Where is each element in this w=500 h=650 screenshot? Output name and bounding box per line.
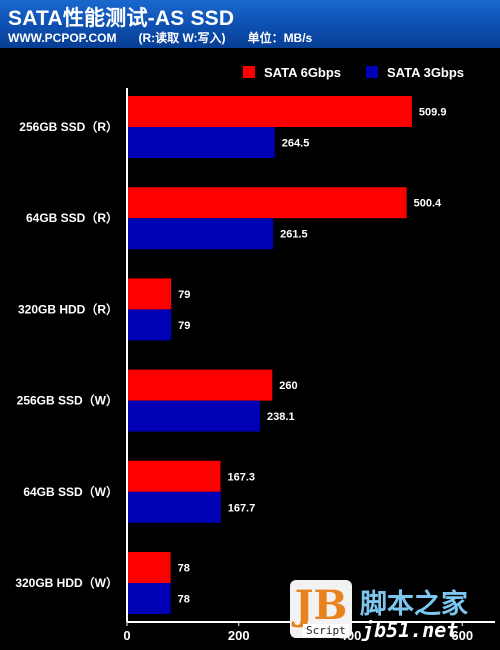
chart-header: SATA性能测试-AS SSD WWW.PCPOP.COM (R:读取 W:写入)…	[0, 0, 500, 48]
bar	[127, 460, 221, 492]
bars: 509.9 264.5 500.4 261.5 79 79 260 238.1 167.3 167…	[127, 96, 446, 614]
x-tick-label: 0	[123, 628, 130, 643]
bar-value-label: 509.9	[419, 107, 447, 119]
x-tick-label: 600	[451, 628, 473, 643]
bar	[127, 127, 275, 158]
bar-value-label: 79	[178, 320, 190, 332]
read-write-note: (R:读取 W:写入)	[138, 31, 226, 45]
watermark-script-label: Script	[303, 624, 349, 637]
category-label: 64GB SSD（R）	[26, 210, 118, 225]
bar-value-label: 264.5	[282, 138, 310, 150]
watermark: JB Script 脚本之家 jb51.net	[286, 578, 496, 644]
unit-label: 单位：MB/s	[247, 31, 313, 45]
legend-swatch	[243, 66, 255, 78]
category-label: 64GB SSD（W）	[23, 484, 118, 499]
bar-value-label: 78	[178, 594, 190, 606]
bar-value-label: 78	[178, 563, 190, 575]
bar-value-label: 260	[279, 380, 297, 392]
watermark-url: jb51.net	[362, 618, 459, 642]
legend-swatch	[366, 66, 378, 78]
watermark-brand: 脚本之家	[360, 589, 468, 620]
bar-value-label: 79	[178, 289, 190, 301]
bar	[127, 96, 412, 127]
bar	[127, 583, 171, 614]
bar	[127, 218, 274, 250]
chart-title: SATA性能测试-AS SSD	[8, 7, 235, 30]
bar-value-label: 167.7	[228, 502, 256, 514]
bar	[127, 369, 273, 401]
bar	[127, 400, 261, 432]
legend-label: SATA 3Gbps	[387, 65, 464, 80]
bar-value-label: 167.3	[227, 471, 255, 483]
category-label: 320GB HDD（R）	[18, 301, 118, 316]
bar	[127, 309, 172, 341]
chart-subtitle: WWW.PCPOP.COM (R:读取 W:写入) 单位：MB/s	[8, 29, 334, 46]
bar-value-label: 238.1	[267, 411, 295, 423]
bar	[127, 187, 407, 219]
legend: SATA 6Gbps SATA 3Gbps	[243, 65, 464, 80]
bar	[127, 491, 221, 523]
category-label: 256GB SSD（W）	[17, 393, 118, 408]
bar-value-label: 500.4	[414, 198, 442, 210]
category-label: 320GB HDD（W）	[15, 575, 118, 590]
bar	[127, 278, 172, 310]
bar	[127, 552, 171, 583]
bar-value-label: 261.5	[280, 229, 308, 241]
legend-label: SATA 6Gbps	[264, 65, 341, 80]
axes: 256GB SSD（R） 64GB SSD（R） 320GB HDD（R） 256GB…	[15, 88, 495, 643]
site-url: WWW.PCPOP.COM	[8, 31, 117, 45]
category-label: 256GB SSD（R）	[19, 119, 118, 134]
x-tick-label: 200	[228, 628, 250, 643]
